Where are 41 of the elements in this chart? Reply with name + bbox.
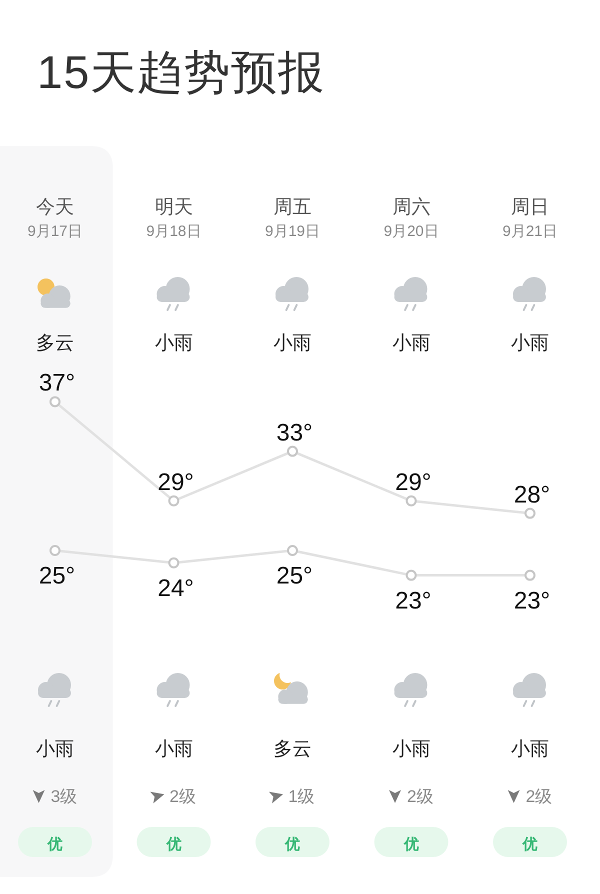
annotation: 3级: [50, 787, 78, 806]
data-label: 25°: [276, 562, 313, 590]
annotation: 9月18日: [146, 223, 202, 240]
annotation: 2级: [407, 787, 434, 806]
data-label: 33°: [276, 419, 313, 446]
annotation: 多云: [36, 333, 74, 354]
annotation: 9月21日: [502, 223, 558, 240]
annotation: 9月17日: [27, 223, 83, 240]
annotation: 小雨: [511, 739, 549, 760]
title: 15天趋势预报: [37, 46, 326, 98]
annotation: 优: [404, 836, 419, 853]
annotation: 小雨: [36, 739, 74, 760]
data-label: 23°: [514, 587, 550, 614]
annotation: 小雨: [392, 739, 430, 760]
data-label: 29°: [395, 468, 432, 496]
x-tick-label: 明天: [154, 197, 193, 218]
x-tick-label: 周六: [392, 197, 430, 218]
x-tick-label: 今天: [36, 197, 74, 218]
annotation: 2级: [170, 787, 196, 806]
annotation: 优: [285, 836, 300, 853]
x-tick-label: 周日: [511, 197, 549, 218]
annotation: 9月19日: [264, 223, 320, 240]
annotation: 优: [166, 836, 182, 853]
annotation: 多云: [274, 739, 312, 760]
annotation: 2级: [526, 787, 552, 806]
annotation: 小雨: [511, 333, 549, 354]
data-label: 25°: [38, 562, 76, 590]
annotation: 优: [48, 836, 62, 853]
annotation: 优: [522, 836, 538, 853]
data-label: 24°: [158, 574, 194, 602]
annotation: 小雨: [154, 333, 193, 354]
annotation: 1级: [288, 787, 315, 806]
annotation: 9月20日: [384, 223, 439, 240]
data-label: 37°: [38, 370, 76, 397]
data-label: 28°: [514, 481, 550, 508]
annotation: 小雨: [154, 739, 193, 760]
annotation: 小雨: [274, 333, 312, 354]
x-tick-label: 周五: [274, 197, 312, 218]
data-label: 23°: [395, 587, 432, 614]
data-label: 29°: [158, 468, 194, 496]
annotation: 小雨: [392, 333, 430, 354]
